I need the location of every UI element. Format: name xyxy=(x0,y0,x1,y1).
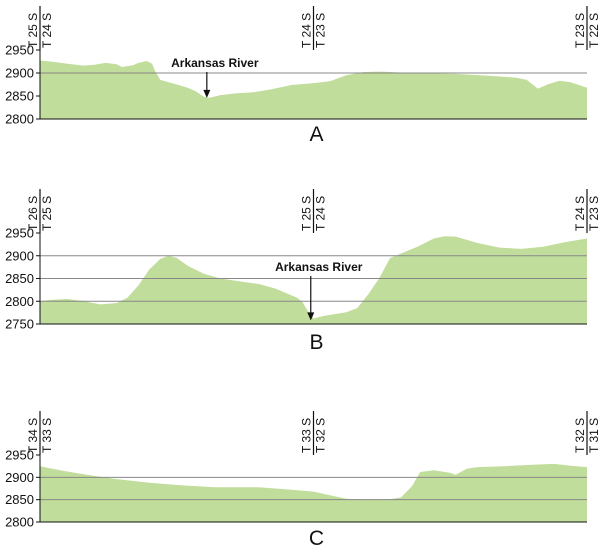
township-label-left: T 24 S xyxy=(573,196,587,231)
township-label-right: T 25 S xyxy=(40,196,54,231)
township-label-left: T 25 S xyxy=(300,196,314,231)
township-label-right: T 23 S xyxy=(587,196,601,231)
terrain-profile-area xyxy=(40,463,587,522)
panel-label: B xyxy=(309,331,323,354)
township-label-right: T 23 S xyxy=(314,13,328,48)
township-label-right: T 24 S xyxy=(314,196,328,231)
township-label-left: T 32 S xyxy=(573,418,587,453)
y-tick-label: 2800 xyxy=(5,112,34,127)
township-label-left: T 33 S xyxy=(300,418,314,453)
township-label-left: T 34 S xyxy=(26,418,40,453)
annotation-label: Arkansas River xyxy=(171,56,259,70)
panel-label: A xyxy=(309,123,323,146)
y-tick-label: 2850 xyxy=(5,89,34,104)
annotation-label: Arkansas River xyxy=(275,260,363,274)
annotation-arrow-head xyxy=(203,89,211,98)
terrain-profile-area xyxy=(40,236,587,324)
y-tick-label: 2850 xyxy=(5,492,34,507)
panel-label: C xyxy=(309,527,324,550)
y-tick-label: 2750 xyxy=(5,317,34,332)
y-tick-label: 2900 xyxy=(5,66,34,81)
y-tick-label: 2800 xyxy=(5,294,34,309)
y-tick-label: 2900 xyxy=(5,248,34,263)
township-label-left: T 24 S xyxy=(300,13,314,48)
township-label-right: T 22 S xyxy=(587,13,601,48)
township-label-left: T 25 S xyxy=(26,13,40,48)
township-label-left: T 26 S xyxy=(26,196,40,231)
township-label-right: T 33 S xyxy=(40,418,54,453)
y-tick-label: 2800 xyxy=(5,515,34,530)
y-tick-label: 2950 xyxy=(5,448,34,463)
y-tick-label: 2950 xyxy=(5,226,34,241)
township-label-right: T 32 S xyxy=(314,418,328,453)
township-label-left: T 23 S xyxy=(573,13,587,48)
y-tick-label: 2950 xyxy=(5,43,34,58)
township-label-right: T 24 S xyxy=(40,13,54,48)
y-tick-label: 2850 xyxy=(5,271,34,286)
terrain-profile-area xyxy=(40,60,587,119)
y-tick-label: 2900 xyxy=(5,470,34,485)
annotation-arrow-head xyxy=(307,312,315,321)
township-label-right: T 31 S xyxy=(587,418,601,453)
